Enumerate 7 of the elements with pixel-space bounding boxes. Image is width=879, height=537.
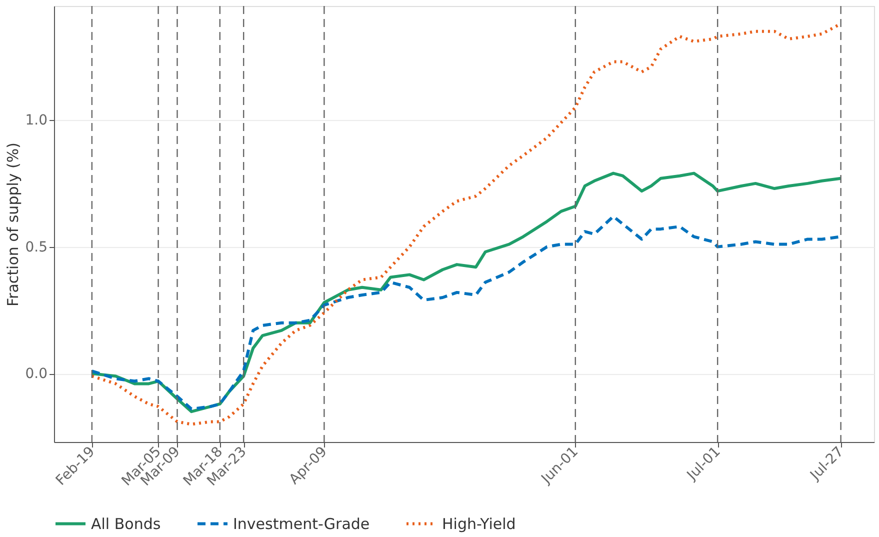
y-axis-title: Fraction of supply (%) — [4, 142, 22, 307]
legend-label: High-Yield — [442, 514, 516, 533]
y-tick-label: 0.0 — [25, 366, 48, 382]
legend-label: Investment-Grade — [233, 514, 370, 533]
y-tick-label: 1.0 — [25, 112, 48, 129]
y-tick-label: 0.5 — [25, 239, 48, 256]
legend-label: All Bonds — [91, 514, 161, 533]
